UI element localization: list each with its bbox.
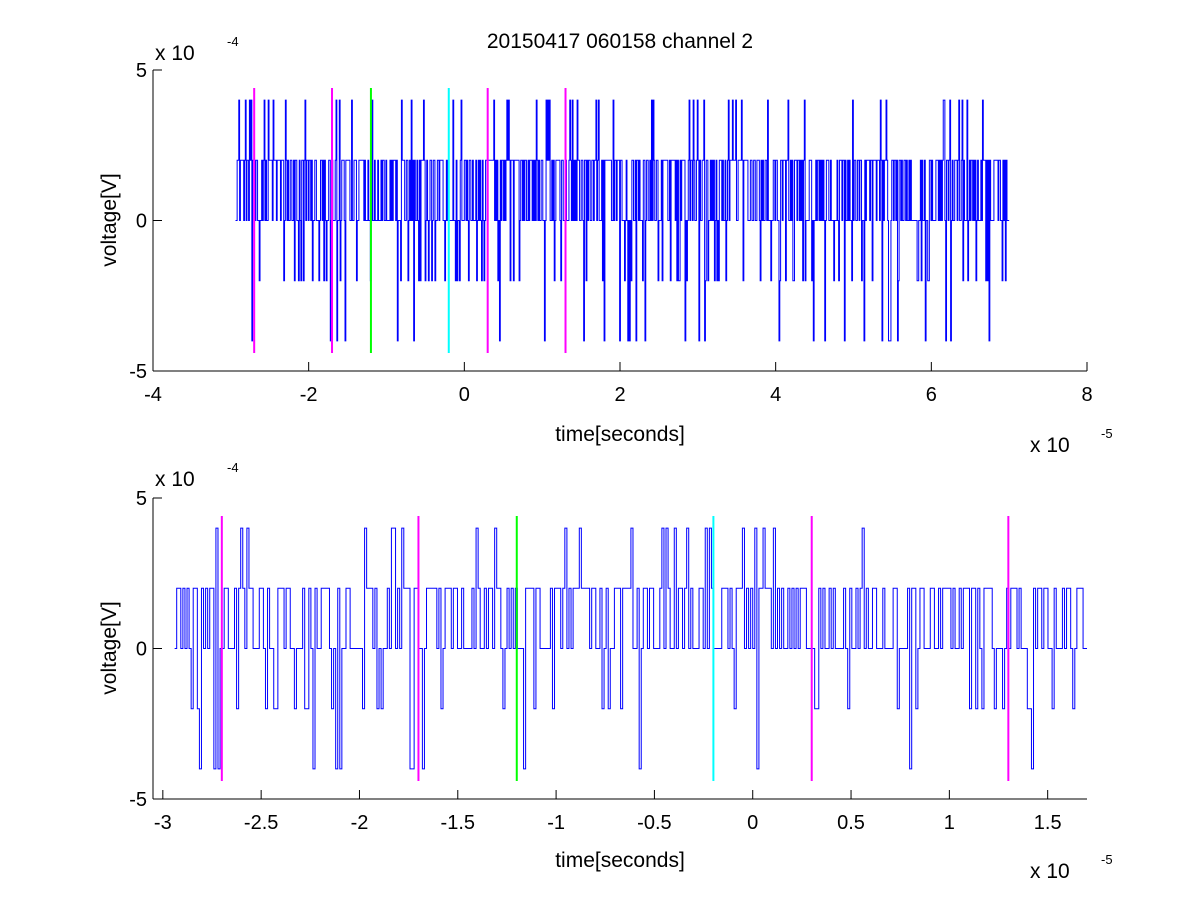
bottom-x-multiplier-exponent: -5 bbox=[1101, 852, 1113, 867]
bottom-x-tick-label: -1.5 bbox=[441, 812, 475, 834]
bottom-signal-line bbox=[174, 527, 1087, 770]
top-x-tick-label: -2 bbox=[300, 384, 318, 406]
bottom-x-tick-label: 1 bbox=[944, 812, 955, 834]
top-x-tick-label: 8 bbox=[1081, 384, 1092, 406]
top-y-multiplier-base: x 10 bbox=[155, 42, 195, 65]
top-x-tick-label: 6 bbox=[926, 384, 937, 406]
bottom-x-tick-label: 0 bbox=[747, 812, 758, 834]
bottom-y-multiplier-exponent: -4 bbox=[227, 460, 239, 475]
top-x-tick-label: 4 bbox=[770, 384, 781, 406]
top-signal-line bbox=[235, 99, 1010, 342]
bottom-y-tick-label: 5 bbox=[136, 488, 147, 510]
top-x-multiplier: x 10 -5 bbox=[1030, 426, 1113, 457]
bottom-x-tick-label: -1 bbox=[547, 812, 565, 834]
bottom-y-tick-label: 0 bbox=[136, 639, 147, 661]
bottom-x-tick-label: -3 bbox=[154, 812, 172, 834]
bottom-x-tick-label: -2 bbox=[351, 812, 369, 834]
bottom-y-multiplier-base: x 10 bbox=[155, 468, 195, 491]
top-x-tick-label: 0 bbox=[459, 384, 470, 406]
top-y-tick-label: 5 bbox=[136, 60, 147, 82]
bottom-x-tick-label: 1.5 bbox=[1034, 812, 1062, 834]
top-signal-trace bbox=[235, 99, 1010, 342]
top-x-multiplier-base: x 10 bbox=[1030, 434, 1070, 457]
bottom-x-axis-label: time[seconds] bbox=[555, 849, 685, 872]
bottom-x-multiplier-base: x 10 bbox=[1030, 860, 1070, 883]
bottom-ticks: -3 -2.5 -2 -1.5 -1 -0.5 0 0.5 1 1.5 -5 0 5 bbox=[129, 488, 1061, 834]
bottom-x-tick-label: -2.5 bbox=[244, 812, 278, 834]
bottom-signal-trace bbox=[174, 527, 1087, 770]
top-x-tick-label: -4 bbox=[144, 384, 162, 406]
bottom-x-tick-label: -0.5 bbox=[637, 812, 671, 834]
bottom-y-multiplier: x 10 -4 bbox=[155, 460, 239, 491]
top-event-markers bbox=[253, 88, 567, 353]
bottom-event-markers bbox=[220, 516, 1010, 781]
top-x-axis-label: time[seconds] bbox=[555, 423, 685, 446]
top-x-tick-label: 2 bbox=[614, 384, 625, 406]
top-y-axis-label: voltage[V] bbox=[98, 173, 121, 266]
top-subplot: -4 -2 0 2 4 6 8 -5 0 5 time[seconds] voltage[V] x… bbox=[98, 34, 1113, 457]
top-y-multiplier-exponent: -4 bbox=[227, 34, 239, 49]
bottom-subplot: -3 -2.5 -2 -1.5 -1 -0.5 0 0.5 1 1.5 -5 0 5 time[seco… bbox=[98, 460, 1113, 883]
top-x-multiplier-exponent: -5 bbox=[1101, 426, 1113, 441]
figure-title: 20150417 060158 channel 2 bbox=[487, 30, 753, 53]
bottom-y-tick-label: -5 bbox=[129, 789, 147, 811]
bottom-x-multiplier: x 10 -5 bbox=[1030, 852, 1113, 883]
top-y-tick-label: -5 bbox=[129, 361, 147, 383]
top-ticks: -4 -2 0 2 4 6 8 -5 0 5 bbox=[129, 60, 1092, 406]
bottom-x-tick-label: 0.5 bbox=[837, 812, 865, 834]
bottom-y-axis-label: voltage[V] bbox=[98, 601, 121, 694]
top-y-multiplier: x 10 -4 bbox=[155, 34, 239, 65]
top-y-tick-label: 0 bbox=[136, 211, 147, 233]
